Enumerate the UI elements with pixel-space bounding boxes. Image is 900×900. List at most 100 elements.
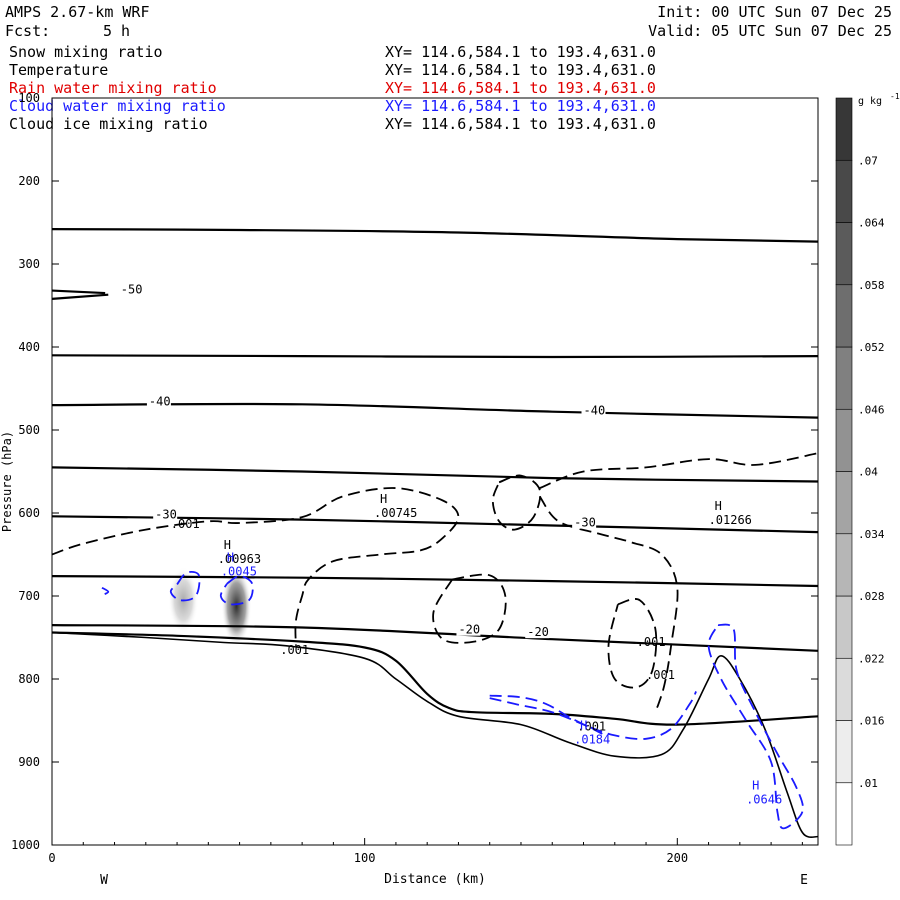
temperature-contour	[51, 289, 106, 295]
cloud-ice-contour	[491, 474, 542, 531]
ice-max-marker: H	[380, 492, 387, 506]
temperature-label: -20	[458, 623, 480, 637]
contour-label-bg	[153, 508, 178, 521]
snow-column	[168, 567, 199, 634]
cloud-ice-contour	[51, 487, 460, 646]
y-tick-label: 700	[18, 589, 40, 603]
temperature-label: -30	[155, 507, 177, 521]
ice-max-value: .00963	[218, 552, 261, 566]
colorbar-bin	[835, 159, 853, 223]
forecast-value: 5 h	[103, 22, 131, 40]
x-tick-label: 0	[48, 851, 55, 865]
temperature-contour	[51, 515, 819, 534]
temperature-label: -30	[574, 516, 596, 530]
y-tick-label: 600	[18, 506, 40, 520]
cloud-water-contour	[219, 575, 254, 606]
colorbar-tick-label: .07	[858, 154, 878, 167]
water-max-value: .0184	[574, 733, 610, 747]
cloud-ice-contour	[607, 598, 658, 689]
temperature-contour	[51, 575, 819, 588]
contour-label-bg	[572, 516, 597, 529]
colorbar-bin	[835, 222, 853, 286]
y-tick-label: 1000	[11, 838, 40, 852]
field-xy-snow: XY= 114.6,584.1 to 193.4,631.0	[385, 43, 656, 61]
contour-label-bg	[581, 404, 606, 417]
field-xy-cloud-ice: XY= 114.6,584.1 to 193.4,631.0	[385, 115, 656, 133]
ice-max-value: .00745	[374, 506, 417, 520]
colorbar-tick-label: .022	[858, 652, 885, 665]
temperature-label: -40	[149, 394, 171, 408]
model-title: AMPS 2.67-km WRF	[5, 3, 150, 21]
valid-time: Valid: 05 UTC Sun 07 Dec 25	[648, 22, 892, 40]
cloud-water-contour	[169, 570, 201, 602]
colorbar-bin	[835, 471, 853, 535]
colorbar-tick-label: .016	[858, 715, 885, 728]
colorbar-bin	[835, 595, 853, 659]
field-name-cloud-water: Cloud water mixing ratio	[9, 97, 226, 115]
x-tick-label: 100	[354, 851, 376, 865]
y-tick-label: 400	[18, 340, 40, 354]
temperature-label: -50	[121, 282, 143, 296]
water-max-marker: H	[580, 719, 587, 733]
temperature-contour	[51, 293, 109, 300]
water-max-marker: H	[227, 550, 234, 564]
temperature-contour	[51, 624, 819, 652]
colorbar-bin	[835, 782, 853, 846]
cloud-ice-contour	[538, 495, 679, 711]
temperature-contour	[51, 228, 819, 243]
temperature-contour	[51, 466, 819, 483]
y-tick-label: 500	[18, 423, 40, 437]
y-tick-label: 300	[18, 257, 40, 271]
field-xy-rain: XY= 114.6,584.1 to 193.4,631.0	[385, 79, 656, 97]
temperature-contour	[51, 354, 819, 359]
colorbar-tick-label: .034	[858, 528, 885, 541]
colorbar-tick-label: .052	[858, 341, 885, 354]
contour-value-label: .001	[637, 635, 666, 649]
cloud-water-contour	[707, 623, 804, 830]
water-max-value: .0646	[746, 793, 782, 807]
field-xy-temperature: XY= 114.6,584.1 to 193.4,631.0	[385, 61, 656, 79]
field-name-cloud-ice: Cloud ice mixing ratio	[9, 115, 208, 133]
colorbar-unit-exp: -1	[890, 92, 900, 101]
cloud-water-contour	[101, 586, 110, 597]
colorbar-bin	[835, 408, 853, 472]
x-end-label-east: E	[800, 873, 808, 888]
contour-label-bg	[146, 395, 171, 408]
field-xy-cloud-water: XY= 114.6,584.1 to 193.4,631.0	[385, 97, 656, 115]
field-name-rain: Rain water mixing ratio	[9, 79, 217, 97]
colorbar-bin	[835, 97, 853, 161]
temperature-contour	[51, 402, 819, 419]
colorbar-bin	[835, 720, 853, 784]
cloud-water-contour	[489, 690, 697, 740]
temperature-contour	[51, 631, 819, 726]
x-axis-label: Distance (km)	[384, 872, 486, 887]
contour-label-bg	[456, 623, 481, 636]
temperature-label: -20	[527, 625, 549, 639]
colorbar-tick-label: .028	[858, 590, 885, 603]
x-tick-label: 200	[666, 851, 688, 865]
cloud-water-contour	[489, 697, 603, 735]
contour-value-label: .001	[577, 719, 606, 733]
y-tick-label: 900	[18, 755, 40, 769]
colorbar-tick-label: .058	[858, 279, 885, 292]
field-name-temperature: Temperature	[9, 61, 109, 79]
colorbar-bin	[835, 657, 853, 721]
ice-max-marker: H	[715, 499, 722, 513]
contour-value-label: .001	[646, 668, 675, 682]
y-tick-label: 200	[18, 174, 40, 188]
x-end-label-west: W	[100, 873, 108, 888]
ice-max-marker: H	[224, 538, 231, 552]
water-max-marker: H	[752, 779, 759, 793]
y-tick-label: 800	[18, 672, 40, 686]
ice-max-value: .01266	[709, 513, 752, 527]
colorbar-tick-label: .046	[858, 403, 885, 416]
temperature-label: -40	[584, 404, 606, 418]
contour-value-label: .001	[280, 643, 309, 657]
forecast-label: Fcst:	[5, 22, 51, 40]
plot-frame	[51, 97, 819, 846]
colorbar-tick-label: .04	[858, 466, 878, 479]
contour-value-label: .001	[171, 517, 200, 531]
snow-column	[221, 567, 252, 646]
contour-label-bg	[118, 283, 143, 296]
